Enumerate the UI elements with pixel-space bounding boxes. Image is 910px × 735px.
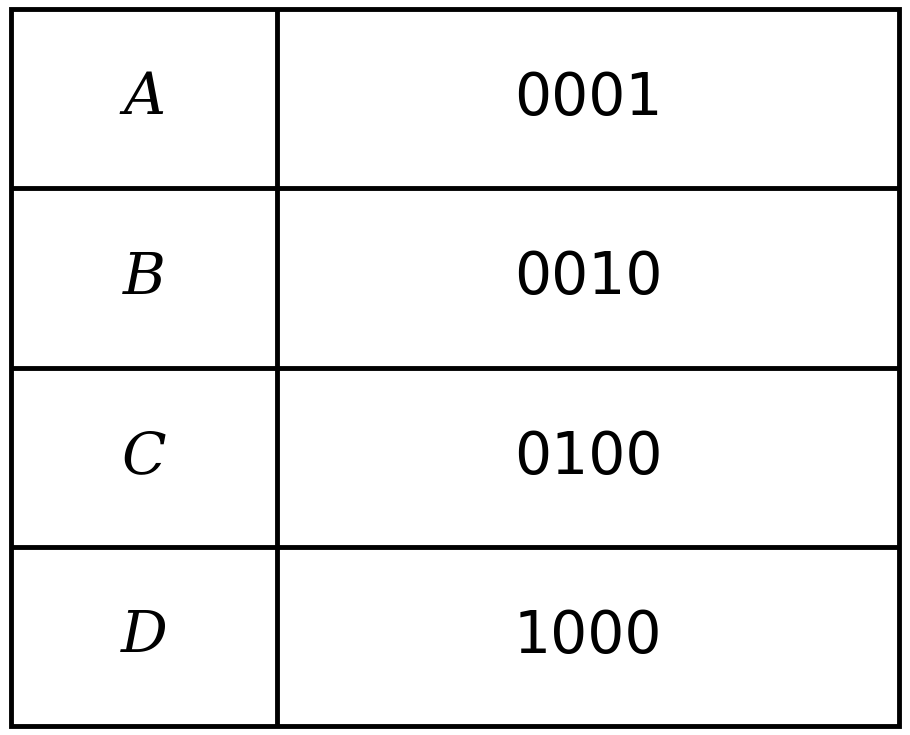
Text: 0001: 0001 bbox=[514, 70, 662, 127]
Text: B: B bbox=[123, 250, 166, 306]
Text: 1000: 1000 bbox=[514, 608, 662, 665]
Text: D: D bbox=[121, 609, 167, 664]
Text: 0010: 0010 bbox=[514, 249, 662, 306]
Text: C: C bbox=[122, 429, 167, 485]
Text: A: A bbox=[123, 71, 166, 126]
Text: 0100: 0100 bbox=[514, 429, 662, 486]
